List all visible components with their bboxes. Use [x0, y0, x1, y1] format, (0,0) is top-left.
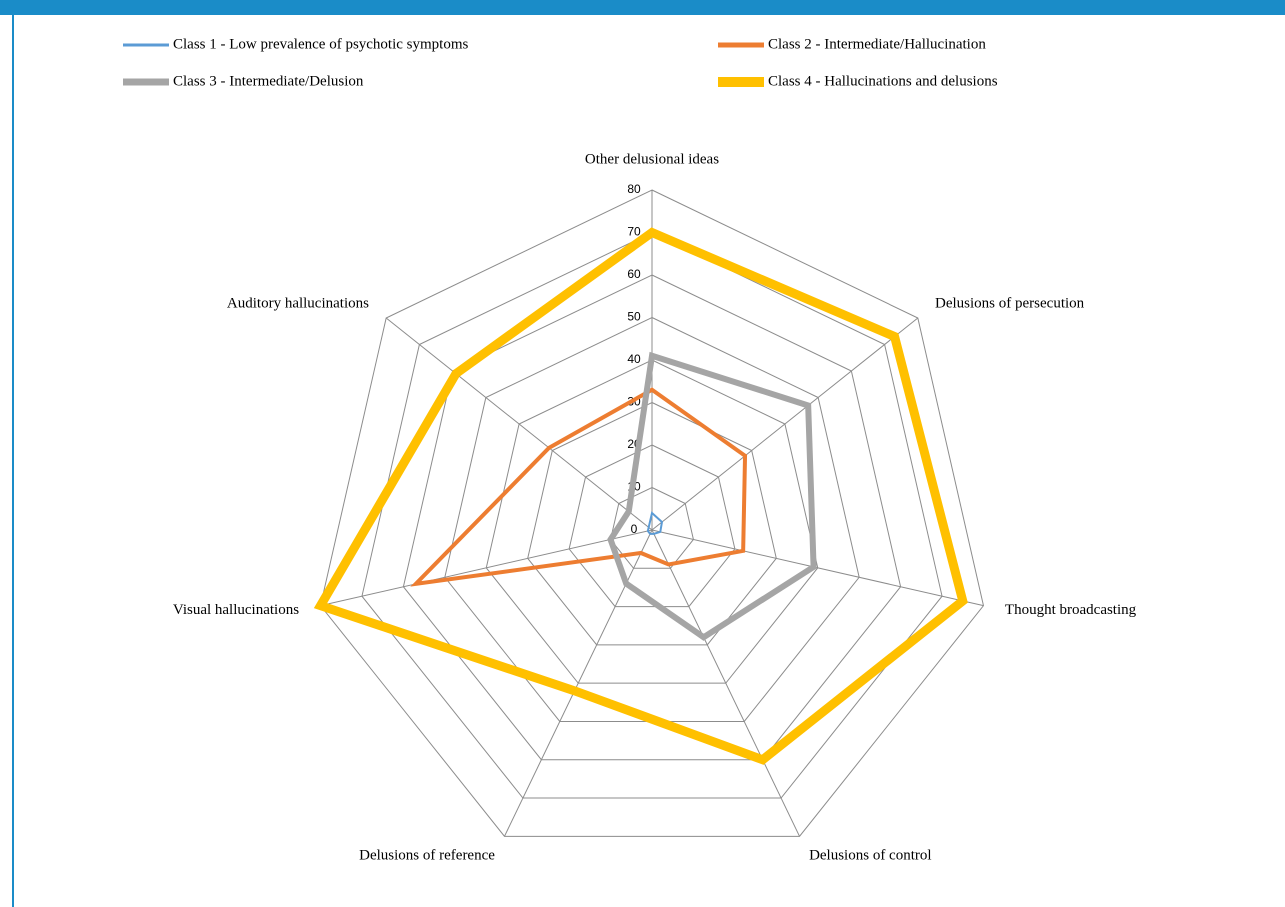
- left-border: [12, 15, 14, 907]
- spoke: [651, 529, 800, 837]
- series-line: [410, 387, 748, 587]
- tick-label: 0: [631, 522, 638, 536]
- spoke: [385, 317, 653, 531]
- grid-ring: [319, 189, 985, 837]
- tick-label: 50: [627, 310, 641, 324]
- category-label: Other delusional ideas: [585, 151, 719, 167]
- legend-label: Class 3 - Intermediate/Delusion: [173, 73, 364, 89]
- spoke: [651, 529, 984, 607]
- tick-label: 70: [627, 225, 641, 239]
- grid-ring: [527, 401, 777, 646]
- tick-label: 40: [627, 352, 641, 366]
- category-label: Delusions of control: [809, 848, 931, 864]
- series-line: [607, 351, 817, 641]
- legend-label: Class 4 - Hallucinations and delusions: [768, 73, 998, 89]
- grid-ring: [568, 444, 736, 608]
- category-label: Visual hallucinations: [173, 602, 299, 618]
- series-line: [313, 227, 968, 765]
- grid-ring: [361, 231, 943, 799]
- tick-label: 80: [627, 182, 641, 196]
- grid-ring: [610, 486, 694, 569]
- series-line: [646, 511, 664, 535]
- category-label: Thought broadcasting: [1005, 602, 1137, 618]
- spoke: [651, 317, 919, 531]
- grid-ring: [485, 359, 819, 684]
- category-label: Delusions of persecution: [935, 296, 1085, 312]
- tick-label: 60: [627, 267, 641, 281]
- legend-label: Class 2 - Intermediate/Hallucination: [768, 36, 986, 52]
- spoke: [320, 529, 653, 607]
- legend-label: Class 1 - Low prevalence of psychotic sy…: [173, 36, 469, 52]
- category-label: Auditory hallucinations: [227, 296, 369, 312]
- category-label: Delusions of reference: [359, 848, 495, 864]
- grid-ring: [402, 274, 902, 761]
- top-bar: [0, 0, 1285, 15]
